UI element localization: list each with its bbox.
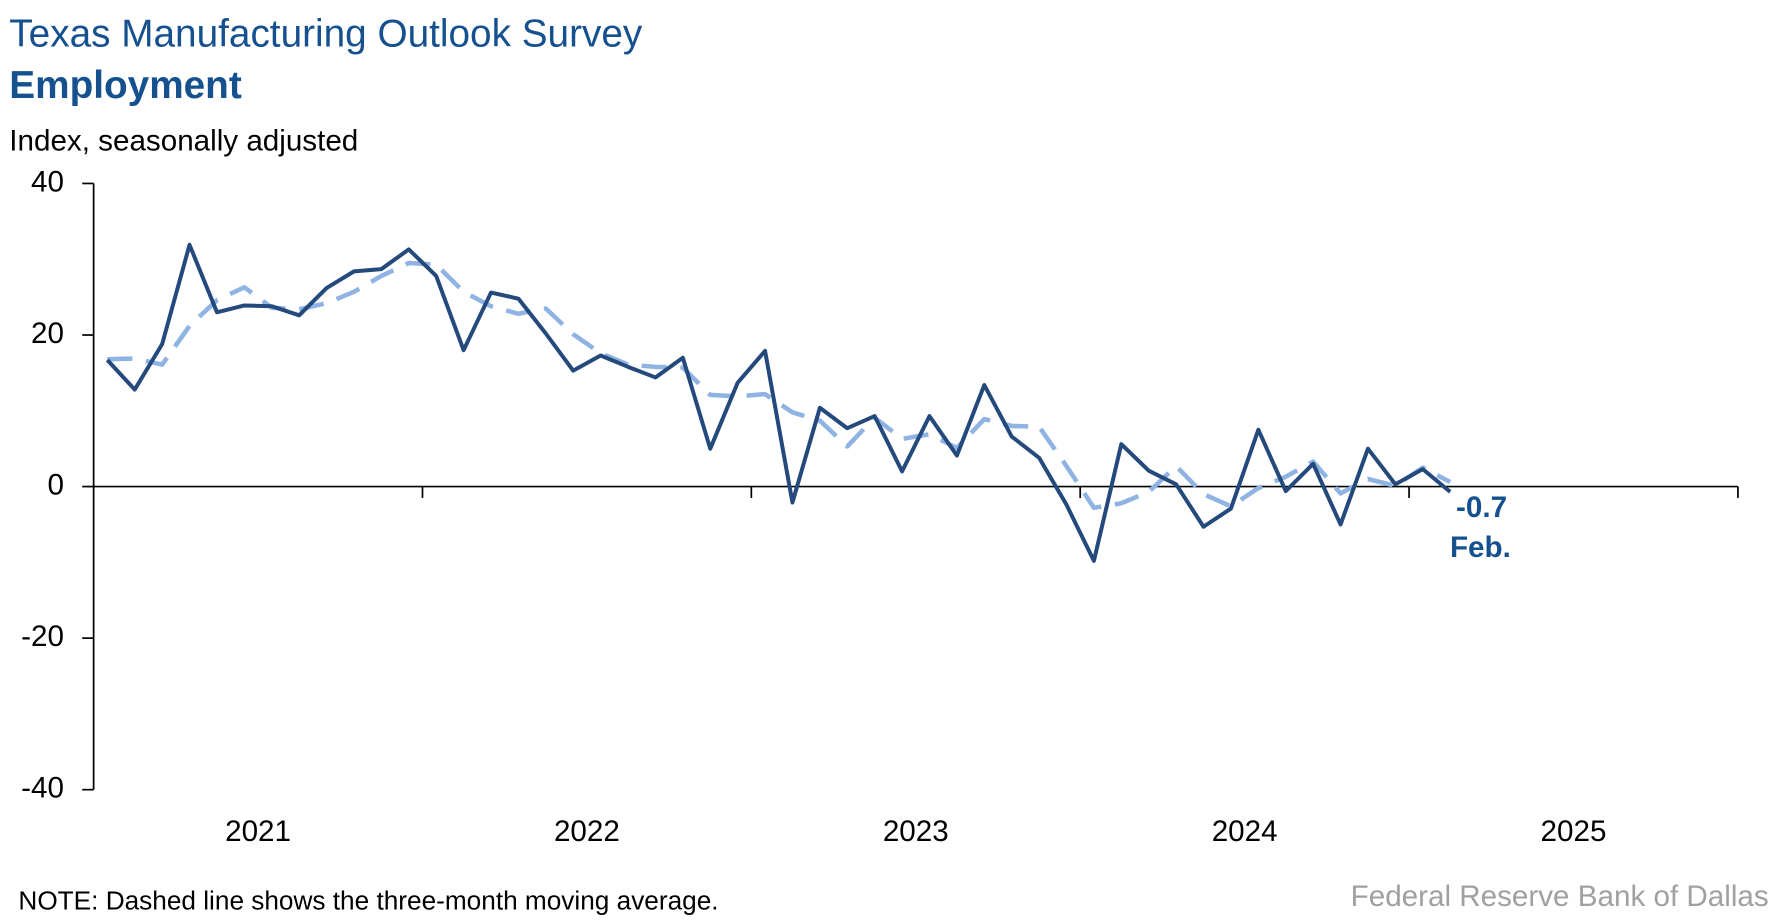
y-tick-label: 0	[48, 468, 64, 501]
y-tick-label: 20	[31, 317, 64, 350]
y-axis-label: Index, seasonally adjusted	[9, 124, 358, 157]
y-tick-label: -40	[21, 772, 64, 805]
x-tick-label: 2022	[554, 815, 620, 848]
x-tick-label: 2021	[225, 815, 291, 848]
y-tick-label: -20	[21, 620, 64, 653]
source: Federal Reserve Bank of Dallas	[1351, 880, 1769, 913]
chart-subtitle: Employment	[9, 64, 242, 107]
note: NOTE: Dashed line shows the three-month …	[18, 885, 718, 915]
moving-average-line	[107, 260, 1452, 511]
data-line	[105, 242, 1452, 563]
y-tick-label: 40	[31, 165, 64, 198]
x-tick-label: 2023	[883, 815, 949, 848]
chart-title: Texas Manufacturing Outlook Survey	[9, 13, 643, 56]
annotation: Feb.	[1450, 531, 1511, 564]
annotation: -0.7	[1456, 491, 1507, 524]
x-tick-label: 2024	[1212, 815, 1278, 848]
x-tick-label: 2025	[1541, 815, 1607, 848]
